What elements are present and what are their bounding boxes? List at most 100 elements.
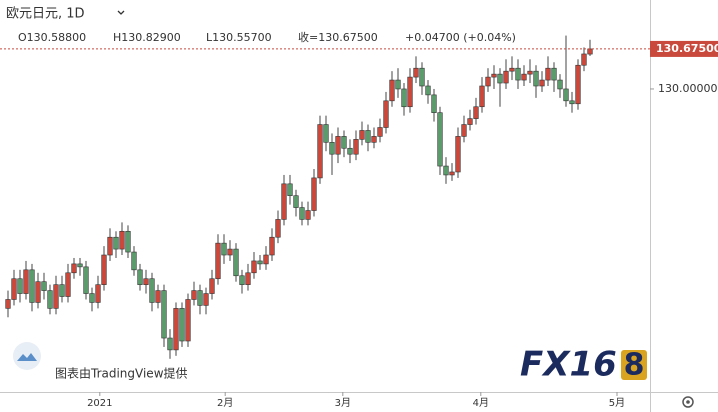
candle-body xyxy=(581,53,587,66)
candle-body xyxy=(257,260,263,265)
candle-body xyxy=(35,281,41,303)
candle-body xyxy=(17,278,23,294)
x-tick-label: 3月 xyxy=(335,397,351,409)
candle-body xyxy=(479,85,485,108)
candle-body xyxy=(491,73,497,78)
candle-body xyxy=(179,308,185,342)
candle-body xyxy=(449,171,455,176)
candle-body xyxy=(251,260,257,274)
candle-body xyxy=(161,290,167,339)
candle-body xyxy=(533,70,539,87)
candle-body xyxy=(341,136,347,149)
candle-body xyxy=(503,70,509,84)
candle-body xyxy=(113,236,119,250)
candle-body xyxy=(545,67,551,81)
candle-body xyxy=(119,230,125,250)
logo-digit: 8 xyxy=(624,348,645,383)
candle-body xyxy=(389,79,395,102)
candle-body xyxy=(437,112,443,167)
candle-body xyxy=(143,278,149,285)
candle-body xyxy=(269,236,275,256)
candle-body xyxy=(305,210,311,220)
candle-body xyxy=(107,236,113,256)
candle-body xyxy=(365,130,371,143)
candle-body xyxy=(77,263,83,268)
candle-body xyxy=(149,278,155,303)
ohlc-close: 收=130.67500 xyxy=(298,30,378,44)
candle-body xyxy=(47,290,53,309)
title-chevron[interactable] xyxy=(117,10,125,15)
candle-body xyxy=(191,290,197,300)
candle-body xyxy=(323,124,329,143)
candle-body xyxy=(551,67,557,81)
candle-body xyxy=(23,269,29,294)
candle-body xyxy=(221,242,227,256)
candle-body xyxy=(317,124,323,179)
candle-body xyxy=(425,85,431,96)
x-tick-label: 2月 xyxy=(217,397,233,409)
chart-title[interactable]: 欧元日元, 1D xyxy=(6,7,85,22)
candle-body xyxy=(521,73,527,81)
candle-body xyxy=(485,76,491,87)
settings-icon[interactable] xyxy=(682,396,694,408)
candle-body xyxy=(371,136,377,143)
candle-body xyxy=(335,136,341,155)
candle-body xyxy=(89,293,95,303)
x-tick-label: 2021 xyxy=(87,398,112,409)
last-price-box xyxy=(650,40,718,57)
candle-body xyxy=(311,177,317,211)
candle-body xyxy=(497,73,503,84)
watermark: 图表由TradingView提供 xyxy=(55,366,188,381)
candle-body xyxy=(233,248,239,277)
candle-body xyxy=(197,290,203,306)
ohlc-low: L130.55700 xyxy=(206,31,272,44)
candle-body xyxy=(53,284,59,309)
x-tick-label: 5月 xyxy=(609,397,625,409)
candle-body xyxy=(359,130,365,140)
candle-body xyxy=(557,79,563,90)
candle-body xyxy=(509,67,515,72)
candle-body xyxy=(71,263,77,274)
candle-body xyxy=(587,48,593,55)
candle-body xyxy=(59,284,65,297)
candle-body xyxy=(347,147,353,155)
y-tick-label: 130.00000 xyxy=(658,82,718,95)
candle-body xyxy=(569,100,575,105)
candle-body xyxy=(281,183,287,220)
x-tick-label: 4月 xyxy=(473,397,489,409)
candle-body xyxy=(413,67,419,78)
candle-body xyxy=(575,64,581,105)
candle-body xyxy=(287,183,293,197)
tv-logo xyxy=(13,342,41,370)
candle-body xyxy=(155,290,161,303)
last-price-label: 130.67500 xyxy=(656,42,718,55)
candle-body xyxy=(137,269,143,285)
candle-body xyxy=(209,278,215,294)
candle-body xyxy=(41,281,47,291)
candle-body xyxy=(563,88,569,102)
candle-body xyxy=(473,106,479,119)
tv-logo-icon xyxy=(17,353,37,361)
candle-body xyxy=(467,118,473,125)
candle-body xyxy=(383,100,389,128)
candle-body xyxy=(101,254,107,285)
candle-body xyxy=(5,299,11,309)
candle-body xyxy=(173,308,179,351)
candle-body xyxy=(353,139,359,155)
candle-body xyxy=(293,195,299,208)
candle-body xyxy=(419,67,425,87)
candle-body xyxy=(83,266,89,294)
candle-body xyxy=(65,272,71,297)
ohlc-high: H130.82900 xyxy=(113,31,181,44)
candle-body xyxy=(515,67,521,81)
candle-body xyxy=(431,94,437,113)
candle-body xyxy=(245,272,251,285)
candle-body xyxy=(275,219,281,238)
ohlc-open: O130.58800 xyxy=(18,31,86,44)
candle-body xyxy=(461,124,467,137)
candle-body xyxy=(443,165,449,176)
candle-body xyxy=(227,248,233,256)
candle-body xyxy=(539,79,545,87)
settings-icon-center[interactable] xyxy=(686,400,690,404)
